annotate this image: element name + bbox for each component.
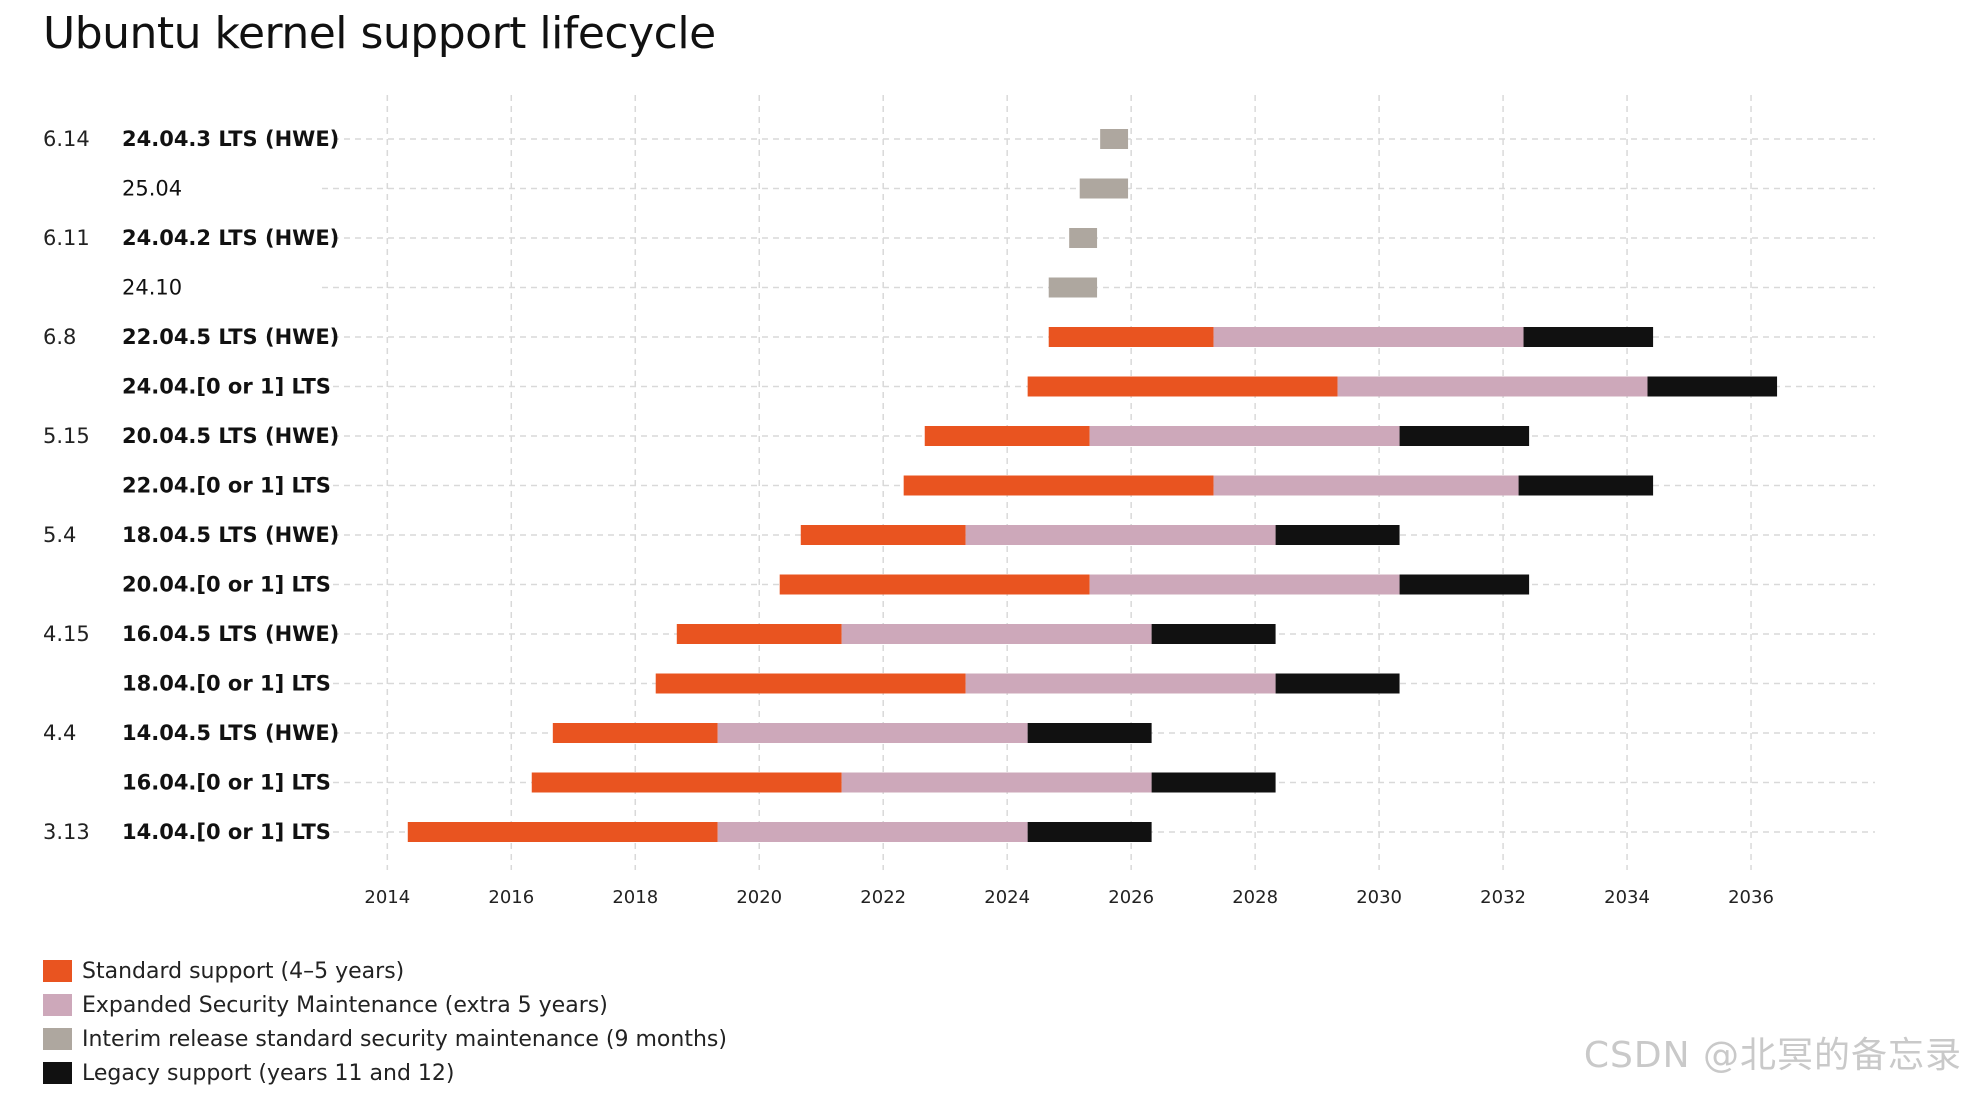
bar-segment-esm — [1089, 574, 1400, 595]
release-label: 24.10 — [122, 276, 182, 300]
legend-item-esm: Expanded Security Maintenance (extra 5 y… — [43, 988, 727, 1022]
bar-segment-legacy — [1523, 327, 1654, 347]
x-tick-label-2034: 2034 — [1604, 887, 1650, 908]
legend-swatch-standard — [43, 960, 72, 982]
bar-segment-standard — [531, 772, 842, 793]
bar-segment-standard — [779, 574, 1090, 595]
release-label: 25.04 — [122, 177, 182, 201]
bar-segment-legacy — [1275, 525, 1400, 545]
bar-segment-standard — [1048, 327, 1214, 347]
gantt-chart: 6.14 24.04.3 LTS (HWE) 25.04 6.11 24.04.2 LT… — [43, 95, 1875, 908]
x-tick-label-2020: 2020 — [736, 887, 782, 908]
x-tick-label-2018: 2018 — [612, 887, 658, 908]
x-tick-label-2028: 2028 — [1232, 887, 1278, 908]
legend-swatch-interim — [43, 1028, 72, 1050]
bar-segment-legacy — [1399, 574, 1530, 595]
kernel-version-label: 6.8 — [43, 325, 76, 349]
bar-segment-esm — [965, 525, 1276, 545]
bar-segment-legacy — [1647, 376, 1778, 397]
bar-segment-standard — [676, 624, 842, 644]
x-tick-label-2016: 2016 — [488, 887, 534, 908]
release-label: 20.04.[0 or 1] LTS — [122, 573, 331, 597]
release-label: 24.04.[0 or 1] LTS — [122, 375, 331, 399]
bar-segment-standard — [1027, 376, 1338, 397]
legend-label-interim: Interim release standard security mainte… — [82, 1026, 727, 1052]
x-tick-label-2026: 2026 — [1108, 887, 1154, 908]
x-tick-label-2032: 2032 — [1480, 887, 1526, 908]
release-label: 14.04.[0 or 1] LTS — [122, 820, 331, 844]
kernel-version-label: 4.4 — [43, 721, 76, 745]
bar-segment-standard — [903, 475, 1214, 496]
bar-segment-legacy — [1275, 673, 1400, 694]
bar-segment-interim — [1100, 129, 1129, 149]
legend-item-standard: Standard support (4–5 years) — [43, 954, 727, 988]
watermark: CSDN @北冥的备忘录 — [1583, 1035, 1962, 1076]
bar-segment-legacy — [1027, 822, 1152, 842]
bar-segment-legacy — [1151, 772, 1276, 793]
release-label: 18.04.5 LTS (HWE) — [122, 523, 339, 547]
bar-segment-esm — [841, 772, 1152, 793]
legend-label-standard: Standard support (4–5 years) — [82, 958, 405, 984]
bar-segment-legacy — [1027, 723, 1152, 743]
bar-segment-standard — [407, 822, 718, 842]
bar-segment-esm — [1213, 475, 1519, 496]
release-label: 20.04.5 LTS (HWE) — [122, 424, 339, 448]
bar-segment-legacy — [1518, 475, 1654, 496]
x-tick-label-2030: 2030 — [1356, 887, 1402, 908]
kernel-version-label: 3.13 — [43, 820, 90, 844]
row-labels: 6.14 24.04.3 LTS (HWE) 25.04 6.11 24.04.2 LT… — [43, 127, 339, 844]
x-tick-label-2036: 2036 — [1728, 887, 1774, 908]
bars — [407, 129, 1778, 842]
bar-segment-standard — [924, 426, 1090, 446]
bar-segment-esm — [1213, 327, 1524, 347]
chart-title: Ubuntu kernel support lifecycle — [43, 8, 716, 59]
bar-segment-standard — [800, 525, 966, 545]
x-tick-label-2024: 2024 — [984, 887, 1030, 908]
x-tick-label-2014: 2014 — [364, 887, 410, 908]
bar-segment-interim — [1048, 277, 1098, 298]
release-label: 22.04.5 LTS (HWE) — [122, 325, 339, 349]
bar-segment-interim — [1069, 228, 1098, 248]
bar-segment-interim — [1079, 178, 1129, 199]
legend: Standard support (4–5 years) Expanded Se… — [43, 954, 727, 1090]
legend-item-legacy: Legacy support (years 11 and 12) — [43, 1056, 727, 1090]
release-label: 24.04.2 LTS (HWE) — [122, 226, 339, 250]
bar-segment-esm — [965, 673, 1276, 694]
kernel-version-label: 4.15 — [43, 622, 90, 646]
bar-segment-esm — [717, 723, 1028, 743]
bar-segment-esm — [1337, 376, 1648, 397]
release-label: 22.04.[0 or 1] LTS — [122, 474, 331, 498]
legend-swatch-legacy — [43, 1062, 72, 1084]
legend-swatch-esm — [43, 994, 72, 1016]
release-label: 16.04.[0 or 1] LTS — [122, 771, 331, 795]
release-label: 24.04.3 LTS (HWE) — [122, 127, 339, 151]
release-label: 18.04.[0 or 1] LTS — [122, 672, 331, 696]
bar-segment-legacy — [1399, 426, 1530, 446]
kernel-version-label: 6.14 — [43, 127, 90, 151]
bar-segment-esm — [1089, 426, 1400, 446]
bar-segment-standard — [655, 673, 966, 694]
x-tick-label-2022: 2022 — [860, 887, 906, 908]
kernel-version-label: 5.4 — [43, 523, 76, 547]
legend-label-esm: Expanded Security Maintenance (extra 5 y… — [82, 992, 608, 1018]
x-axis-ticks: 2014 2016 2018 2020 2022 2024 2026 2028 2030 2032… — [364, 887, 1774, 908]
bar-segment-standard — [552, 723, 718, 743]
legend-item-interim: Interim release standard security mainte… — [43, 1022, 727, 1056]
legend-label-legacy: Legacy support (years 11 and 12) — [82, 1060, 455, 1086]
release-label: 16.04.5 LTS (HWE) — [122, 622, 339, 646]
release-label: 14.04.5 LTS (HWE) — [122, 721, 339, 745]
kernel-version-label: 6.11 — [43, 226, 90, 250]
kernel-version-label: 5.15 — [43, 424, 90, 448]
bar-segment-legacy — [1151, 624, 1276, 644]
bar-segment-esm — [717, 822, 1028, 842]
bar-segment-esm — [841, 624, 1152, 644]
